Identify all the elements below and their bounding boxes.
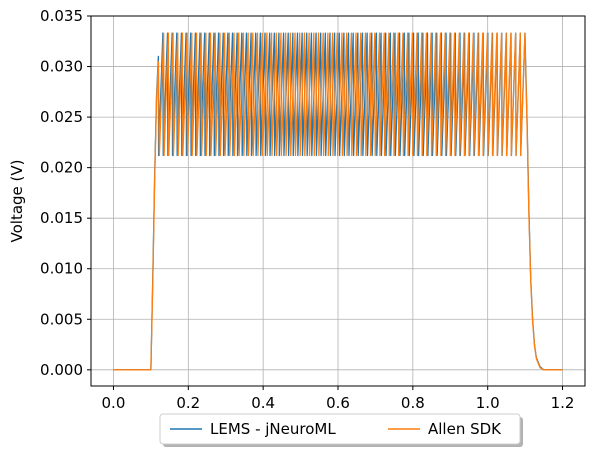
x-tick-label: 0.6 [326, 394, 350, 412]
y-tick-label: 0.035 [40, 7, 83, 25]
x-tick-label: 0.8 [401, 394, 425, 412]
y-tick-label: 0.025 [40, 108, 83, 126]
x-tick-label: 1.2 [551, 394, 575, 412]
legend-label: LEMS - jNeuroML [210, 420, 336, 438]
legend-box [159, 413, 521, 445]
y-tick-label: 0.005 [40, 310, 83, 328]
series-layer [113, 32, 563, 371]
y-tick-label: 0.000 [40, 361, 83, 379]
x-tick-label: 0.4 [251, 394, 275, 412]
series-line-2 [113, 32, 563, 371]
x-tick-label: 0.2 [176, 394, 200, 412]
y-tick-label: 0.015 [40, 209, 83, 227]
legend-label: Allen SDK [428, 420, 502, 438]
legend: LEMS - jNeuroML Allen SDK [159, 413, 523, 447]
x-tick-label: 1.0 [476, 394, 500, 412]
y-tick-label: 0.020 [40, 159, 83, 177]
y-tick-label: 0.030 [40, 58, 83, 76]
x-tick-label: 0.0 [102, 394, 126, 412]
y-tick-label: 0.010 [40, 260, 83, 278]
ticks: 0.0 0.2 0.4 0.6 0.8 1.0 1.2 0.000 0.005 0.010 0.01… [40, 7, 574, 412]
y-axis-label: Voltage (V) [8, 160, 26, 243]
